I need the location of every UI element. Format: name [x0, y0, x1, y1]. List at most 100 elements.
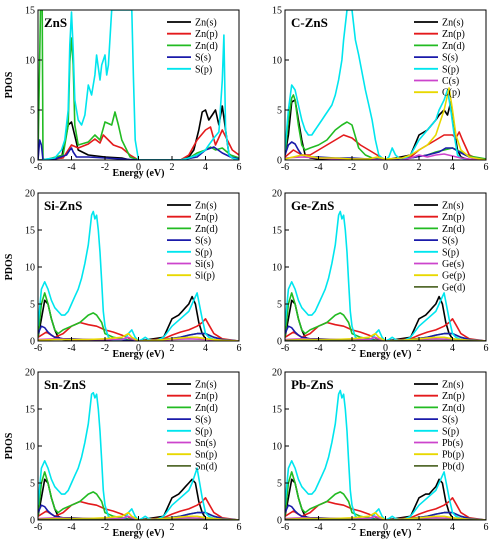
legend-label: Si(s) — [195, 259, 214, 270]
panel-1: -6 -4 -2 0 2 4 6 0 5 10 15 C-ZnS Zn(s)Zn(p)Zn(d)S(s)… — [272, 6, 489, 174]
y-tick-label: 0 — [30, 516, 35, 527]
y-tick-label: 5 — [277, 106, 282, 117]
legend-label: C(s) — [442, 76, 459, 87]
legend: Zn(s)Zn(p)Zn(d)S(s)S(p)Pb(s)Pb(p)Pb(d) — [414, 380, 465, 472]
legend-label: Zn(p) — [195, 212, 218, 223]
legend-label: Zn(d) — [195, 224, 218, 235]
x-tick-label: 0 — [383, 343, 388, 354]
y-tick-label: 10 — [272, 442, 282, 453]
legend-label: Ge(s) — [442, 259, 464, 270]
y-tick-label: 5 — [277, 300, 282, 311]
x-tick-label: 4 — [203, 162, 208, 173]
legend-label: Zn(d) — [195, 403, 218, 414]
legend-label: Zn(d) — [442, 224, 465, 235]
series-line-6 — [285, 87, 486, 160]
legend-label: Zn(s) — [195, 380, 217, 391]
x-tick-label: 4 — [450, 162, 455, 173]
x-tick-label: 2 — [170, 343, 175, 354]
legend-label: S(p) — [442, 247, 459, 258]
legend-label: Si(p) — [195, 271, 215, 282]
legend-label: Zn(d) — [442, 403, 465, 414]
x-tick-label: 0 — [383, 522, 388, 533]
legend: Zn(s)Zn(p)Zn(d)S(s)S(p)C(s)C(p) — [414, 18, 465, 99]
y-tick-label: 5 — [30, 479, 35, 490]
series-line-4 — [38, 391, 239, 520]
y-tick-label: 20 — [272, 368, 282, 379]
y-tick-label: 15 — [272, 405, 282, 416]
legend-label: Zn(d) — [442, 41, 465, 52]
y-tick-label: 10 — [25, 263, 35, 274]
x-tick-label: -4 — [314, 343, 322, 354]
legend-label: S(s) — [442, 415, 458, 426]
series-line-6 — [285, 511, 486, 520]
x-tick-label: -6 — [34, 162, 42, 173]
legend-label: S(s) — [195, 415, 211, 426]
series-line-1 — [285, 131, 486, 160]
legend-label: Zn(p) — [195, 29, 218, 40]
y-tick-label: 0 — [30, 156, 35, 167]
panel-5: -6 -4 -2 0 2 4 6 0 5 10 15 20 Pb-ZnS Energy (eV) Zn(s)… — [272, 368, 489, 540]
x-tick-label: -4 — [314, 522, 322, 533]
y-axis-label: PDOS — [4, 432, 15, 459]
x-tick-label: -6 — [281, 522, 289, 533]
series-line-4 — [285, 210, 486, 341]
legend-label: S(s) — [442, 236, 458, 247]
y-tick-label: 15 — [25, 405, 35, 416]
legend-label: Zn(p) — [442, 212, 465, 223]
legend-label: Zn(p) — [442, 391, 465, 402]
y-tick-label: 20 — [25, 368, 35, 379]
y-tick-label: 5 — [30, 106, 35, 117]
x-axis-label: Energy (eV) — [113, 349, 165, 360]
x-tick-label: 6 — [484, 343, 489, 354]
series-group — [38, 210, 239, 341]
panel-title: ZnS — [44, 15, 67, 30]
y-tick-label: 5 — [277, 479, 282, 490]
series-line-3 — [38, 139, 239, 160]
x-axis-label: Energy (eV) — [113, 168, 165, 179]
x-tick-label: 0 — [136, 522, 141, 533]
legend-label: Pb(p) — [442, 450, 464, 461]
legend-label: Zn(d) — [195, 41, 218, 52]
x-tick-label: -2 — [348, 522, 356, 533]
x-tick-label: 6 — [484, 522, 489, 533]
series-line-4 — [285, 389, 486, 520]
series-line-4 — [285, 10, 486, 160]
panel-title: Sn-ZnS — [44, 377, 86, 392]
y-tick-label: 10 — [272, 263, 282, 274]
y-tick-label: 10 — [272, 56, 282, 67]
x-tick-label: -6 — [281, 343, 289, 354]
legend-label: Zn(s) — [442, 380, 464, 391]
legend-label: S(p) — [442, 64, 459, 75]
legend-label: S(s) — [195, 53, 211, 64]
legend-label: Pb(d) — [442, 461, 464, 472]
y-axis-label: PDOS — [4, 253, 15, 280]
x-tick-label: -6 — [34, 343, 42, 354]
x-tick-label: 6 — [237, 162, 242, 173]
x-tick-label: 2 — [417, 162, 422, 173]
series-line-2 — [38, 471, 239, 520]
panel-title: Ge-ZnS — [291, 198, 334, 213]
x-axis-label: Energy (eV) — [113, 528, 165, 539]
y-tick-label: 0 — [277, 516, 282, 527]
x-tick-label: 6 — [237, 522, 242, 533]
legend: Zn(s)Zn(p)Zn(d)S(s)S(p) — [167, 18, 218, 75]
x-tick-label: 0 — [136, 162, 141, 173]
series-line-1 — [38, 126, 239, 160]
panel-title: Pb-ZnS — [291, 377, 334, 392]
y-tick-label: 20 — [272, 189, 282, 200]
x-tick-label: -6 — [281, 162, 289, 173]
x-tick-label: -2 — [348, 343, 356, 354]
x-tick-label: 2 — [417, 522, 422, 533]
legend-label: Sn(s) — [195, 438, 216, 449]
legend-label: Pb(s) — [442, 438, 463, 449]
x-tick-label: 4 — [450, 343, 455, 354]
y-tick-label: 20 — [25, 189, 35, 200]
y-tick-label: 10 — [25, 442, 35, 453]
series-line-4 — [38, 10, 239, 160]
series-line-4 — [38, 210, 239, 341]
legend-label: Zn(s) — [195, 201, 217, 212]
legend-label: S(p) — [442, 426, 459, 437]
y-axis-label: PDOS — [4, 71, 15, 98]
